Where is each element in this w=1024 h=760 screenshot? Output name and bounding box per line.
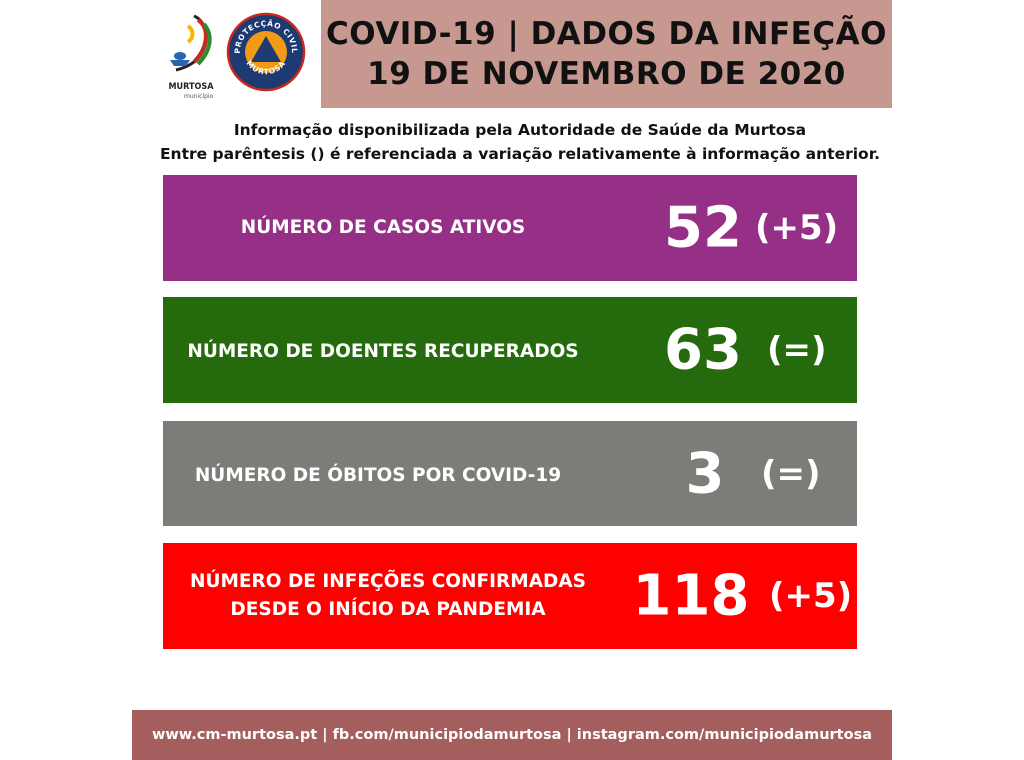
- murtosa-logo-name: MURTOSA: [168, 82, 214, 92]
- stat-label: NÚMERO DE INFEÇÕES CONFIRMADAS: [189, 571, 587, 592]
- stat-label-line-2: DESDE O INÍCIO DA PANDEMIA: [230, 599, 546, 620]
- footer-links[interactable]: www.cm-murtosa.pt | fb.com/municipiodamu…: [132, 710, 892, 760]
- stat-card-active-cases: NÚMERO DE CASOS ATIVOS 52 (+5): [163, 175, 857, 281]
- title-banner: COVID-19 | DADOS DA INFEÇÃO 19 DE NOVEMB…: [321, 0, 892, 108]
- stat-value: 118: [632, 563, 750, 629]
- murtosa-logo: MURTOSA município: [164, 12, 218, 100]
- murtosa-emblem-icon: [170, 14, 212, 72]
- logos: MURTOSA município PROTECÇÃO CIVIL MURTOS…: [160, 8, 310, 104]
- civil-protection-logo: PROTECÇÃO CIVIL MURTOSA: [226, 12, 306, 92]
- stat-change: (+5): [769, 576, 853, 616]
- info-line-2: Entre parêntesis () é referenciada a var…: [159, 145, 881, 163]
- stat-label: NÚMERO DE ÓBITOS POR COVID-19: [194, 465, 562, 486]
- info-line-1: Informação disponibilizada pela Autorida…: [233, 121, 807, 139]
- info-text: Informação disponibilizada pela Autorida…: [140, 118, 900, 166]
- stat-card-recovered: NÚMERO DE DOENTES RECUPERADOS 63 (=): [163, 297, 857, 403]
- stat-value: 52: [664, 195, 742, 261]
- civil-protection-emblem-icon: PROTECÇÃO CIVIL MURTOSA: [226, 12, 306, 92]
- stat-card-total-infections: NÚMERO DE INFEÇÕES CONFIRMADAS DESDE O I…: [163, 543, 857, 649]
- title-line-2: 19 DE NOVEMBRO DE 2020: [367, 56, 846, 92]
- title-line-1: COVID-19 | DADOS DA INFEÇÃO: [326, 16, 887, 52]
- stat-label: NÚMERO DE DOENTES RECUPERADOS: [187, 341, 579, 362]
- stat-label: NÚMERO DE CASOS ATIVOS: [240, 217, 526, 238]
- stat-value: 3: [685, 441, 725, 506]
- stat-change: (=): [761, 453, 821, 494]
- stat-change: (=): [767, 330, 827, 370]
- stat-value: 63: [664, 317, 742, 383]
- stat-card-deaths: NÚMERO DE ÓBITOS POR COVID-19 3 (=): [163, 421, 857, 526]
- stat-change: (+5): [755, 208, 839, 248]
- murtosa-logo-sub: município: [184, 93, 214, 100]
